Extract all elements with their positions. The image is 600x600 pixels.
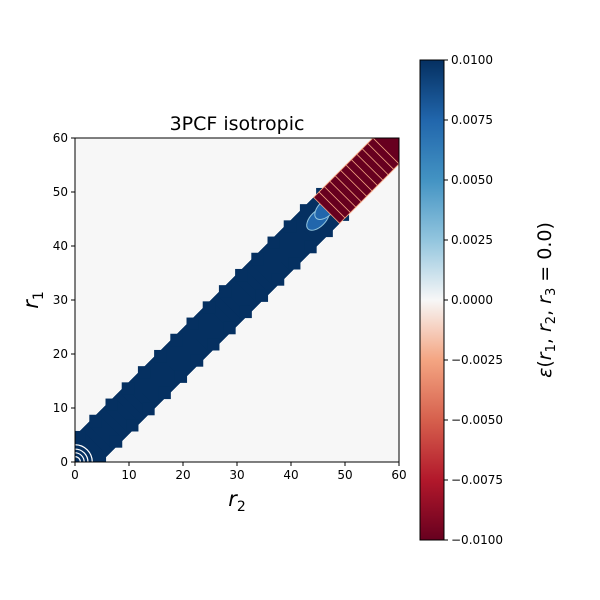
colorbar-label: ε(r1, r2, r3 = 0.0) [534, 222, 559, 378]
heatmap-cells [75, 138, 399, 462]
band-edge-step [170, 333, 183, 347]
x-tick-label: 30 [229, 468, 244, 482]
x-axis-label-main: r [228, 487, 238, 511]
colorbar-label-eq: = 0.0) [534, 222, 556, 288]
x-axis-label: r2 [228, 487, 246, 515]
band-edge-step [320, 224, 333, 238]
band-edge-step [223, 321, 236, 335]
colorbar-label-r1-sub: 1 [544, 344, 559, 352]
colorbar: 0.0100 0.0075 0.0050 0.0025 0.0000 −0.0025 −0.… [419, 53, 559, 547]
x-tick-label: 0 [71, 468, 79, 482]
chart-title: 3PCF isotropic [170, 113, 305, 135]
y-tick-label: 50 [53, 185, 68, 199]
band-edge-step [89, 414, 102, 428]
colorbar-tick-label: −0.0075 [451, 473, 503, 487]
band-edge-step [126, 419, 139, 432]
band-edge-step [174, 370, 188, 383]
band-edge-step [207, 338, 220, 351]
y-axis-label-sub: 1 [31, 291, 47, 300]
band-edge-step [154, 349, 167, 363]
x-axis-ticks: 0 10 20 30 40 50 60 [71, 462, 407, 482]
colorbar-ticks: 0.0100 0.0075 0.0050 0.0025 0.0000 −0.0025 −0.… [444, 53, 503, 547]
y-tick-label: 60 [53, 131, 68, 145]
origin-contour [75, 444, 93, 462]
colorbar-label-epsilon: ε [534, 368, 556, 378]
x-tick-label: 10 [121, 468, 136, 482]
colorbar-bar [419, 59, 445, 541]
band-edge-step [251, 252, 264, 266]
y-axis-ticks: 0 10 20 30 40 50 60 [53, 131, 75, 469]
band-edge-step [109, 435, 123, 448]
band-edge-step [190, 354, 204, 367]
band-edge-step [75, 430, 86, 444]
plot-area: 0 10 20 30 40 50 60 0 10 20 30 40 50 60 [53, 131, 407, 482]
origin-contour [75, 448, 89, 462]
band-edge-step [267, 236, 280, 249]
band-cell-negative [372, 138, 399, 165]
band-edge-step [288, 257, 301, 270]
band-edge-step [235, 268, 248, 282]
origin-contour [75, 452, 85, 462]
band-edge-step [255, 289, 269, 302]
colorbar-tick-label: −0.0100 [451, 533, 503, 547]
colorbar-label-r3-sub: 3 [544, 288, 559, 296]
band-edge-step [121, 382, 135, 395]
band-edge-step [202, 301, 216, 314]
y-tick-label: 20 [53, 347, 68, 361]
colorbar-tick-label: −0.0025 [451, 353, 503, 367]
colorbar-tick-label: 0.0100 [451, 53, 493, 67]
band-edge-step [218, 285, 232, 298]
band-edge-step [271, 273, 285, 286]
x-tick-label: 40 [283, 468, 298, 482]
y-axis-label: r1 [19, 291, 47, 309]
band-edge-step [105, 398, 118, 411]
colorbar-tick-label: 0.0025 [451, 233, 493, 247]
y-tick-label: 30 [53, 293, 68, 307]
colorbar-label-r2: r [534, 323, 556, 332]
band-edge-step [93, 451, 107, 462]
x-tick-label: 50 [337, 468, 352, 482]
colorbar-label-open: ( [534, 360, 556, 367]
colorbar-label-comma-1: , [534, 332, 556, 344]
band-edge-step [137, 366, 151, 379]
x-tick-label: 60 [391, 468, 406, 482]
band-edge-step [299, 204, 313, 217]
colorbar-label-r2-sub: 2 [544, 316, 559, 324]
band-edge-step [158, 386, 171, 400]
colorbar-tick-label: 0.0075 [451, 113, 493, 127]
colorbar-tick-label: −0.0050 [451, 413, 503, 427]
y-axis-label-main: r [19, 299, 43, 309]
colorbar-label-comma-2: , [534, 304, 556, 316]
colorbar-label-r1: r [534, 351, 556, 360]
x-axis-label-sub: 2 [237, 499, 246, 515]
x-tick-label: 20 [175, 468, 190, 482]
band-edge-step [304, 240, 317, 254]
colorbar-tick-label: 0.0000 [451, 293, 493, 307]
band-edge-step [283, 220, 297, 233]
band-edge-step [239, 305, 252, 319]
band-edge-step [142, 402, 155, 416]
y-tick-label: 10 [53, 401, 68, 415]
colorbar-label-r3: r [534, 295, 556, 304]
band-edge-step [186, 317, 199, 330]
y-tick-label: 0 [60, 455, 68, 469]
colorbar-tick-label: 0.0050 [451, 173, 493, 187]
y-tick-label: 40 [53, 239, 68, 253]
